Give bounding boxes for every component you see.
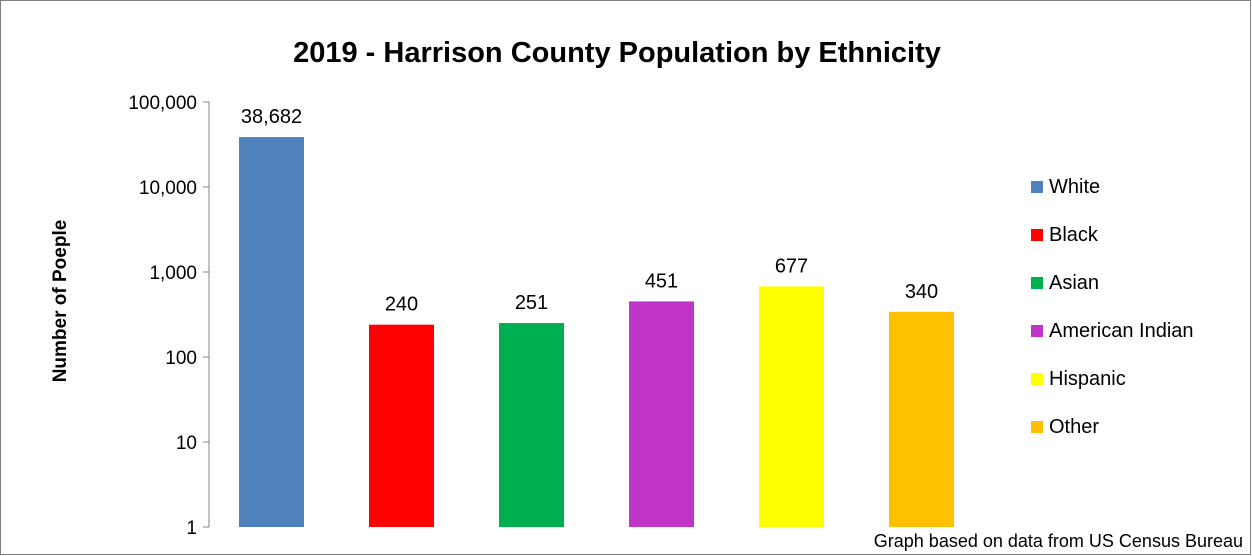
legend-label: Other <box>1049 415 1100 438</box>
bars <box>239 137 954 527</box>
y-tick-label: 1,000 <box>149 263 197 284</box>
legend-swatch <box>1031 325 1043 337</box>
y-tick-label: 100,000 <box>128 93 197 114</box>
legend-swatch <box>1031 421 1043 433</box>
data-label: 677 <box>775 255 808 277</box>
y-tick-label: 10,000 <box>139 178 197 199</box>
legend-item: White <box>1031 175 1100 199</box>
data-label: 38,682 <box>241 106 302 128</box>
legend-item: American Indian <box>1031 319 1194 343</box>
bar-white <box>239 137 304 527</box>
legend-label: American Indian <box>1049 319 1194 342</box>
bar-other <box>889 311 954 527</box>
legend-swatch <box>1031 277 1043 289</box>
legend-item: Other <box>1031 415 1099 439</box>
data-label: 251 <box>515 292 548 314</box>
y-tick-label: 10 <box>176 433 197 454</box>
y-tick-label: 1 <box>186 518 197 539</box>
legend-item: Hispanic <box>1031 367 1126 391</box>
bar-asian <box>499 323 564 527</box>
legend-swatch <box>1031 373 1043 385</box>
data-label: 240 <box>385 294 418 316</box>
data-labels: 38,682 240 251 451 677 340 <box>241 106 938 316</box>
bar-hispanic <box>759 286 824 527</box>
bar-black <box>369 324 434 527</box>
chart-title: 2019 - Harrison County Population by Eth… <box>293 37 941 69</box>
legend-swatch <box>1031 229 1043 241</box>
legend-item: Asian <box>1031 271 1099 295</box>
legend-label: Hispanic <box>1049 367 1126 390</box>
source-note: Graph based on data from US Census Burea… <box>873 531 1243 551</box>
bar-american-indian <box>629 301 694 527</box>
data-label: 451 <box>645 270 678 292</box>
legend-label: White <box>1049 175 1101 198</box>
legend-item: Black <box>1031 223 1098 247</box>
data-label: 340 <box>905 281 938 303</box>
y-axis: 1 10 100 1,000 10,000 100,000 <box>128 93 210 539</box>
legend-label: Black <box>1049 223 1098 246</box>
y-tick-label: 100 <box>165 348 197 369</box>
legend-label: Asian <box>1049 271 1100 294</box>
legend-swatch <box>1031 181 1043 193</box>
